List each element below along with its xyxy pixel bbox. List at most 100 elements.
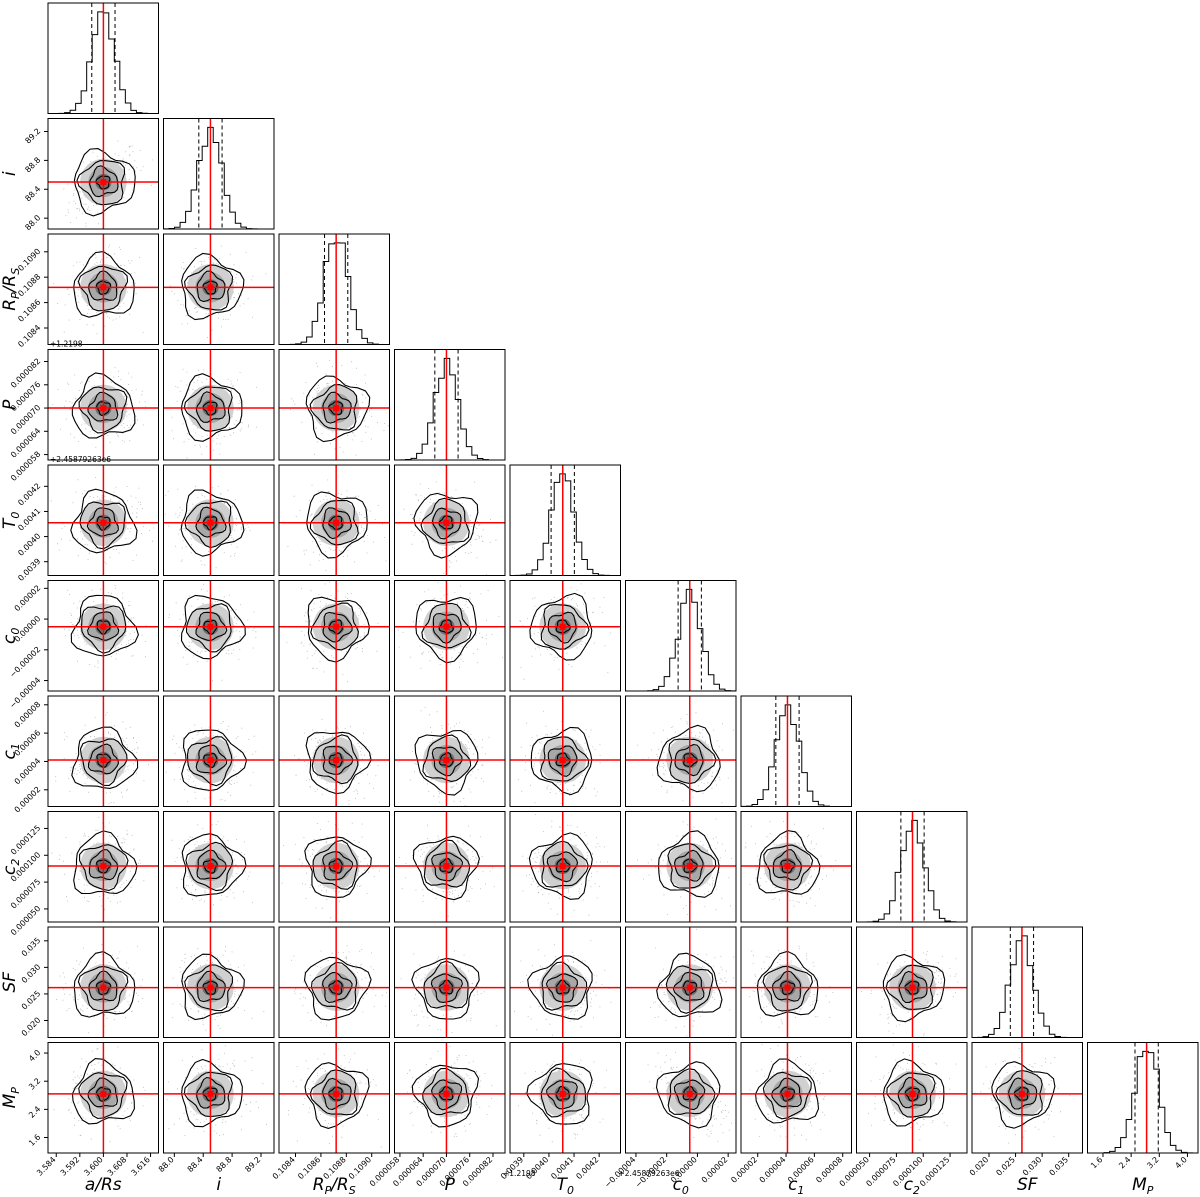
contour-line: [322, 391, 352, 424]
contour-line: [882, 953, 946, 1023]
truth-marker: [443, 862, 450, 869]
panel-frame: [47, 118, 159, 230]
panel-frame: [394, 695, 506, 807]
truth-marker: [443, 1090, 450, 1097]
panel-frame: [971, 926, 1083, 1038]
y-tick-label: 0.0041: [16, 507, 42, 533]
truth-marker: [100, 519, 107, 526]
x-tick-label: 4.0: [1173, 1155, 1188, 1170]
scatter-panel-p-vs-t-0: [394, 464, 506, 576]
panel-frame: [47, 233, 159, 345]
y-tick-label: 0.030: [20, 962, 43, 985]
y-tick-label: 89.2: [23, 127, 42, 146]
contour-line: [673, 1079, 706, 1111]
histogram-step: [394, 357, 506, 461]
y-axis-label-i: i: [0, 171, 20, 176]
y-tick-label: 0.00002: [13, 583, 43, 613]
panel-frame: [47, 2, 159, 114]
histogram-step: [625, 588, 737, 692]
truth-marker: [443, 623, 450, 630]
panel-frame: [163, 349, 275, 461]
histogram-step: [740, 704, 852, 807]
y-tick-label: 0.0042: [16, 481, 42, 507]
truth-marker: [909, 984, 916, 991]
histogram-step: [1087, 1050, 1199, 1154]
x-tick-label: 0.0042: [574, 1155, 600, 1181]
y-axis-label-r-p-r-s: RP​/RS​: [0, 268, 22, 311]
panel-frame: [509, 464, 621, 576]
scatter-panel-i-vs-c-1: [163, 695, 275, 807]
panel-frame: [509, 695, 621, 807]
y-axis-label-c-0: c0​: [0, 628, 22, 644]
contour-line: [529, 592, 593, 661]
scatter-panel-c-1-vs-sf: [740, 926, 852, 1038]
truth-marker: [686, 862, 693, 869]
truth-marker: [686, 984, 693, 991]
scatter-panel-r-p-r-s-vs-c-2: [278, 811, 390, 923]
contour-line: [95, 175, 111, 190]
truth-marker: [207, 862, 214, 869]
contour-line: [885, 964, 934, 1010]
truth-marker: [784, 984, 791, 991]
scatter-panel-i-vs-m-p: 88.0 88.4 88.8 89.2 i: [157, 1042, 275, 1195]
scatter-points: [170, 245, 267, 338]
panel-frame: [47, 349, 159, 461]
panel-frame: [47, 926, 159, 1038]
y-axis-label-c-2: c2​: [0, 859, 22, 875]
panel-frame: [625, 811, 737, 923]
truth-marker: [100, 862, 107, 869]
truth-marker: [559, 984, 566, 991]
histogram-step: [163, 126, 274, 230]
x-axis-label-c-0: c0​: [673, 1175, 689, 1197]
panel-frame: [163, 1042, 275, 1154]
scatter-panel-p-vs-c-2: [394, 811, 506, 923]
scatter-panel-p-vs-sf: [394, 926, 506, 1038]
truth-marker: [333, 405, 340, 412]
contour-line: [656, 952, 723, 1018]
contour-line: [547, 611, 577, 644]
hist-panel-c-1: [740, 695, 852, 807]
scatter-points: [171, 821, 274, 906]
scatter-panel-t-0-vs-c-1: [509, 695, 621, 807]
contour-line: [898, 970, 928, 1003]
x-offset-label: +2.45879263e6: [619, 1169, 680, 1178]
x-tick-label: 88.0: [157, 1155, 176, 1174]
panel-frame: [278, 926, 390, 1038]
truth-marker: [207, 984, 214, 991]
contour-line: [420, 497, 470, 544]
panel-frame: [740, 811, 852, 923]
panel-frame: [47, 695, 159, 807]
hist-panel-p: [394, 349, 506, 461]
panel-frame: [509, 926, 621, 1038]
hist-panel-r-p-r-s: [278, 233, 390, 345]
truth-marker: [443, 757, 450, 764]
truth-marker: [100, 623, 107, 630]
histogram-step: [856, 819, 968, 923]
y-axis-label-c-1: c1​: [0, 743, 22, 759]
x-tick-label: 3.616: [129, 1155, 152, 1178]
x-tick-label: 3.584: [35, 1155, 58, 1178]
x-tick-label: 0.035: [1048, 1155, 1071, 1178]
histogram-step: [278, 242, 390, 345]
truth-marker: [100, 984, 107, 991]
truth-marker: [207, 284, 214, 291]
contour-line: [667, 1068, 716, 1115]
contour-line: [904, 980, 920, 995]
y-tick-label: 0.1086: [16, 298, 42, 324]
y-offset-label: +2.45879263e6: [50, 455, 111, 464]
x-tick-label: 0.025: [994, 1155, 1017, 1178]
truth-marker: [333, 984, 340, 991]
panel-frame: [163, 580, 275, 692]
truth-marker: [784, 862, 791, 869]
contour-line: [413, 492, 479, 559]
truth-marker: [909, 1090, 916, 1097]
x-axis-label-t-0: T0​: [557, 1175, 574, 1197]
panel-frame: [394, 1042, 506, 1154]
x-axis-label-c-2: c2​: [904, 1175, 920, 1197]
x-tick-label: 0.00002: [700, 1155, 730, 1185]
